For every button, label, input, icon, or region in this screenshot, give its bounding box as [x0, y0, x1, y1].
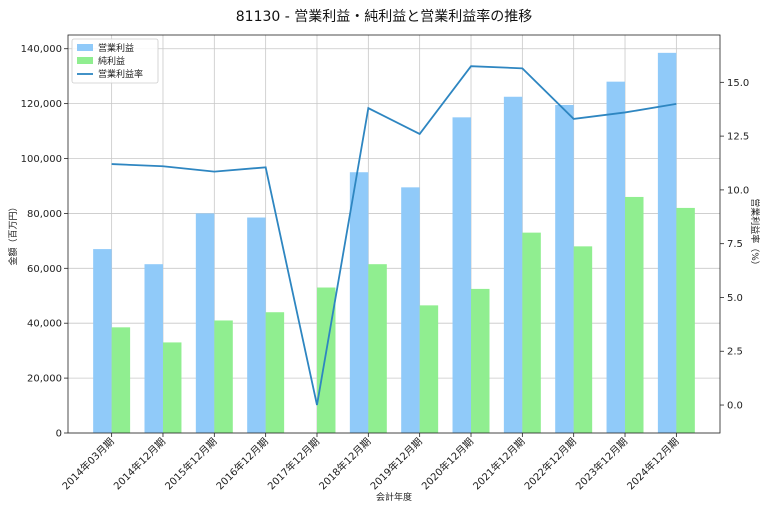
bar-operating-profit — [144, 264, 163, 433]
bar-net-profit — [368, 264, 387, 433]
y2-tick-label: 5.0 — [727, 293, 743, 304]
bar-net-profit — [625, 196, 644, 433]
y-tick-label: 80,000 — [27, 209, 62, 220]
y2-axis-label: 営業利益率（%） — [749, 198, 761, 270]
x-axis: 2014年03月期2014年12月期2015年12月期2016年12月期2017… — [59, 433, 681, 492]
y-tick-label: 120,000 — [21, 99, 62, 110]
y-tick-label: 100,000 — [21, 154, 62, 165]
legend-box — [71, 38, 159, 84]
bar-operating-profit — [606, 81, 626, 433]
y2-tick-label: 12.5 — [727, 132, 749, 143]
x-tick-label: 2020年12月期 — [419, 435, 476, 492]
x-tick-label: 2022年12月期 — [521, 435, 578, 492]
legend-label: 営業利益 — [98, 42, 134, 54]
bar-operating-profit — [452, 117, 472, 434]
bar-net-profit — [471, 288, 490, 433]
bar-operating-profit — [93, 249, 112, 433]
bar-net-profit — [162, 342, 182, 433]
x-tick-label: 2018年12月期 — [316, 435, 373, 492]
x-tick-label: 2024年12月期 — [624, 435, 681, 492]
bar-net-profit — [265, 312, 285, 433]
y2-tick-label: 0.0 — [727, 401, 743, 412]
y-tick-label: 20,000 — [27, 374, 62, 385]
bar-operating-profit — [195, 213, 215, 433]
y2-tick-label: 2.5 — [727, 347, 743, 358]
y2-tick-label: 10.0 — [727, 185, 749, 196]
x-tick-label: 2016年12月期 — [213, 435, 270, 492]
x-tick-label: 2015年12月期 — [162, 435, 219, 492]
bar-operating-profit — [503, 96, 523, 434]
y2-tick-label: 15.0 — [727, 78, 749, 89]
y-tick-label: 60,000 — [27, 264, 62, 275]
bar-net-profit — [419, 305, 439, 433]
plot-frame — [67, 34, 721, 434]
bar-net-profit — [573, 246, 593, 433]
y-axis-label: 金額（百万円） — [7, 202, 19, 265]
margin-line — [111, 65, 677, 406]
bar-operating-profit — [349, 172, 369, 433]
bar-net-profit — [214, 320, 233, 433]
y-tick-label: 40,000 — [27, 319, 62, 330]
legend-swatch — [77, 44, 93, 51]
x-axis-label: 会計年度 — [376, 491, 412, 503]
x-tick-label: 2019年12月期 — [367, 435, 424, 492]
bars — [93, 52, 695, 434]
bar-net-profit — [676, 207, 695, 433]
y-axis-right: 0.0 2.5 5.0 7.5 10.0 12.5 15.0 — [720, 78, 749, 412]
bar-operating-profit — [657, 52, 677, 434]
x-tick-label: 2014年12月期 — [111, 435, 168, 492]
line-operating-margin — [111, 65, 677, 406]
bar-operating-profit — [247, 217, 266, 433]
x-tick-label: 2021年12月期 — [470, 435, 527, 492]
x-tick-label: 2023年12月期 — [573, 435, 630, 492]
bar-net-profit — [111, 327, 131, 433]
legend-label: 純利益 — [98, 55, 125, 67]
bar-operating-profit — [555, 104, 574, 433]
chart-title: 81130 - 営業利益・純利益と営業利益率の推移 — [236, 8, 533, 25]
legend-label: 営業利益率 — [98, 68, 143, 80]
y-tick-label: 140,000 — [21, 44, 62, 55]
y-tick-label: 0 — [56, 429, 62, 440]
x-tick-label: 2017年12月期 — [265, 435, 322, 492]
y-axis-left: 0 20,000 40,000 60,000 80,000 100,000 120,000 1… — [21, 44, 68, 440]
y2-tick-label: 7.5 — [727, 239, 743, 250]
legend-swatch — [77, 57, 93, 64]
bar-operating-profit — [401, 187, 420, 433]
x-tick-label: 2014年03月期 — [59, 435, 116, 492]
bar-net-profit — [522, 232, 541, 433]
